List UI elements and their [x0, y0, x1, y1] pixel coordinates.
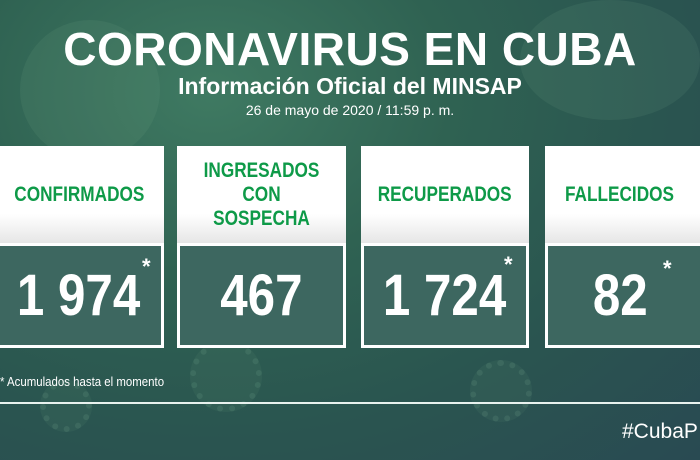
divider — [0, 402, 700, 404]
card-body: 82 — [548, 246, 700, 345]
asterisk-marker: * — [663, 256, 672, 281]
card-value: 467 — [220, 262, 303, 328]
card-value: 1 724 — [383, 262, 507, 328]
footnote: * Acumulados hasta el momento — [0, 374, 165, 389]
card-fallecidos: FALLECIDOS 82 * — [545, 146, 700, 348]
virus-decoration — [470, 360, 532, 422]
card-value: 1 974 — [17, 262, 141, 328]
card-label: FALLECIDOS — [565, 182, 675, 206]
asterisk-marker: * — [142, 254, 151, 279]
card-header: FALLECIDOS — [545, 146, 700, 243]
card-body: 467 — [180, 246, 343, 345]
asterisk-marker: * — [504, 252, 513, 277]
report-date: 26 de mayo de 2020 / 11:59 p. m. — [245, 102, 455, 118]
page-subtitle: Información Oficial del MINSAP — [178, 73, 522, 99]
card-label: INGRESADOS CON SOSPECHA — [203, 158, 320, 230]
hashtag: #CubaP — [622, 420, 698, 443]
card-label: CONFIRMADOS — [13, 182, 145, 206]
virus-decoration — [520, 0, 700, 120]
card-header: INGRESADOS CON SOSPECHA — [177, 146, 346, 243]
card-recuperados: RECUPERADOS 1 724 * — [361, 146, 529, 348]
virus-decoration — [40, 380, 92, 432]
card-header: CONFIRMADOS — [0, 146, 164, 243]
card-header: RECUPERADOS — [361, 146, 529, 243]
card-label: RECUPERADOS — [378, 182, 512, 206]
card-ingresados: INGRESADOS CON SOSPECHA 467 — [177, 146, 346, 348]
page-title: CORONAVIRUS EN CUBA — [63, 23, 637, 75]
virus-decoration — [20, 20, 160, 160]
card-confirmados: CONFIRMADOS 1 974 * — [0, 146, 164, 348]
card-body: 1 974 — [0, 246, 161, 345]
card-value: 82 — [592, 262, 648, 328]
card-body: 1 724 — [364, 246, 526, 345]
